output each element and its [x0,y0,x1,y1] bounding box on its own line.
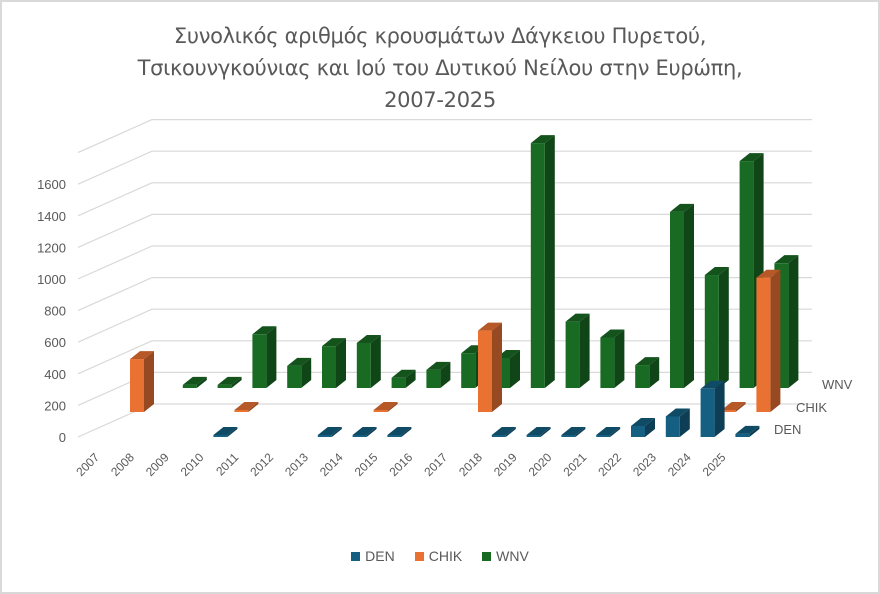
bar [322,338,346,388]
series-axis-label: WNV [822,377,853,392]
x-tick-label: 2023 [630,450,659,479]
bar [352,427,377,437]
y-axis: 0 200 400 600 800 1000 1200 1400 1600 [37,177,66,445]
x-tick-label: 2021 [561,450,590,479]
x-tick-label: 2010 [178,450,207,479]
x-tick-label: 2015 [352,450,381,479]
chart-title: Συνολικός αριθμός κρουσμάτων Δάγκειου Πυ… [0,20,880,116]
y-tick-label: 600 [44,335,66,350]
x-tick-label: 2018 [456,450,485,479]
bar [373,402,398,412]
bar [526,427,551,437]
legend-swatch-icon [482,551,492,561]
bar [530,135,555,388]
legend-item-chik: CHIK [414,548,463,564]
bar [213,427,238,437]
y-tick-label: 800 [44,304,66,319]
bar [182,376,207,388]
bar [721,402,746,412]
legend-label: DEN [365,548,395,564]
chart-title-line-3: 2007-2025 [384,88,496,112]
x-tick-label: 2024 [665,450,694,479]
legend-label: WNV [496,548,529,564]
series-wnv [182,135,799,388]
x-tick-label: 2013 [282,450,311,479]
bar [252,326,277,388]
bar [491,427,516,437]
legend-swatch-icon [414,551,424,561]
bar [665,408,690,437]
bar [478,322,502,412]
x-tick-label: 2009 [143,450,172,479]
y-tick-label: 1200 [37,240,66,255]
bars [130,135,799,437]
bar [756,269,781,412]
y-tick-label: 200 [44,398,66,413]
bar [635,357,660,388]
series-axis: DEN CHIK WNV [774,377,853,437]
bar [704,267,729,388]
x-tick-label: 2020 [526,450,555,479]
bar [426,361,451,388]
legend: DEN CHIK WNV [0,548,880,564]
legend-item-den: DEN [351,548,395,564]
bar [287,357,312,388]
bar [130,351,154,412]
legend-item-wnv: WNV [482,548,529,564]
y-tick-label: 1400 [37,209,66,224]
bar [217,376,242,388]
bar [600,329,625,388]
bar [234,402,259,412]
bar [631,417,655,437]
legend-swatch-icon [351,551,361,561]
x-tick-label: 2019 [491,450,520,479]
chart-title-line-2: Τσικουνγκούνιας και Ιού του Δυτικού Νείλ… [137,56,743,80]
y-tick-label: 1600 [37,177,66,192]
x-tick-label: 2025 [700,450,729,479]
bar [561,427,586,437]
series-axis-label: CHIK [796,400,827,415]
bar [317,427,342,437]
x-tick-label: 2012 [247,450,276,479]
x-tick-label: 2022 [595,450,624,479]
x-tick-label: 2011 [213,450,241,478]
series-axis-label: DEN [774,422,801,437]
bar [670,203,694,388]
x-tick-label: 2016 [387,450,416,479]
bar [700,380,725,437]
legend-label: CHIK [428,548,463,564]
bar [565,313,590,388]
chart-title-line-1: Συνολικός αριθμός κρουσμάτων Δάγκειου Πυ… [173,24,707,48]
y-tick-label: 0 [59,430,66,445]
y-tick-label: 400 [44,367,66,382]
bar [391,369,416,388]
series-chik [130,269,781,412]
bar [387,427,412,437]
x-tick-label: 2014 [317,450,346,479]
x-tick-label: 2017 [421,450,450,479]
x-tick-label: 2008 [108,450,137,479]
bar [356,334,381,388]
x-tick-label: 2007 [73,450,102,479]
y-tick-label: 1000 [37,272,66,287]
x-axis: 2007 2008 2009 2010 2011 2012 2013 2014 2015 2016… [73,450,728,479]
series-den [213,380,760,437]
bar [735,425,760,437]
bar [596,427,621,437]
